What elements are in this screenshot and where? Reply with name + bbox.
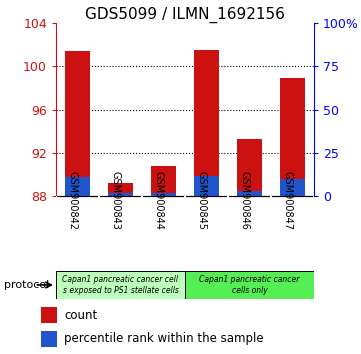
Bar: [193, 50, 219, 196]
Text: Capan1 pancreatic cancer cell
s exposed to PS1 stellate cells: Capan1 pancreatic cancer cell s exposed …: [62, 275, 178, 295]
Text: GSM900844: GSM900844: [153, 171, 164, 230]
Text: GSM900846: GSM900846: [240, 171, 249, 230]
Text: protocol: protocol: [4, 280, 49, 290]
Bar: [237, 139, 262, 196]
Bar: [65, 177, 90, 196]
Bar: [108, 193, 134, 196]
Text: GSM900842: GSM900842: [68, 171, 78, 230]
Bar: [56, 271, 185, 299]
Bar: [108, 183, 134, 196]
Bar: [151, 166, 177, 196]
Text: Capan1 pancreatic cancer
cells only: Capan1 pancreatic cancer cells only: [199, 275, 300, 295]
Text: GSM900847: GSM900847: [283, 171, 292, 230]
Text: GSM900845: GSM900845: [196, 171, 206, 230]
Bar: [185, 271, 314, 299]
Text: count: count: [64, 309, 97, 321]
Bar: [65, 51, 90, 196]
Bar: [237, 191, 262, 196]
Bar: [41, 331, 57, 347]
Bar: [41, 307, 57, 323]
Bar: [280, 179, 305, 196]
Bar: [193, 176, 219, 196]
Bar: [151, 193, 177, 196]
Text: percentile rank within the sample: percentile rank within the sample: [64, 332, 264, 346]
Title: GDS5099 / ILMN_1692156: GDS5099 / ILMN_1692156: [85, 7, 285, 23]
Bar: [280, 78, 305, 196]
Text: GSM900843: GSM900843: [110, 171, 121, 230]
